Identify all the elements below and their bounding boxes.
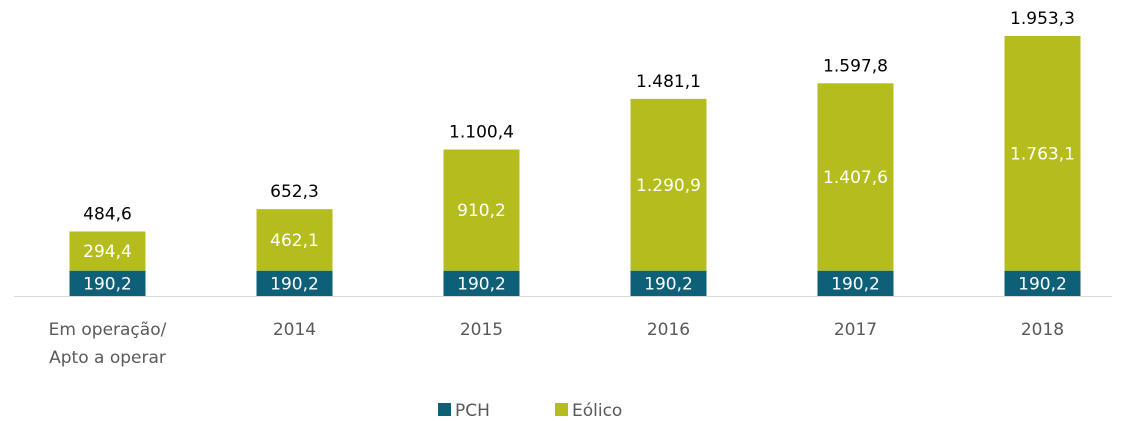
x-tick-label: Em operação/Apto a operar — [49, 320, 167, 368]
bar-segment — [256, 270, 333, 296]
segment-label: 1.407,6 — [823, 168, 888, 188]
x-tick-label: 2017 — [834, 320, 877, 340]
segment-label: 1.763,1 — [1010, 144, 1075, 164]
segment-label: 1.290,9 — [636, 176, 701, 196]
x-tick-label: 2018 — [1021, 320, 1064, 340]
bar-segment — [630, 98, 707, 271]
bar-segment — [256, 209, 333, 271]
bar-segment — [443, 270, 520, 296]
x-tick-label: 2015 — [460, 320, 503, 340]
legend-label: PCH — [455, 401, 490, 421]
legend-swatch — [555, 403, 568, 416]
segment-label: 190,2 — [457, 274, 506, 294]
segment-label: 190,2 — [270, 274, 319, 294]
total-label: 1.597,8 — [823, 56, 888, 76]
bar-segment — [69, 231, 146, 271]
segment-label: 190,2 — [644, 274, 693, 294]
segment-label: 190,2 — [831, 274, 880, 294]
legend-label: Eólico — [572, 401, 622, 421]
total-label: 1.481,1 — [636, 72, 701, 92]
legend-swatch — [438, 403, 451, 416]
bar-segment — [1004, 270, 1081, 296]
total-label: 484,6 — [83, 204, 132, 224]
segment-label: 190,2 — [1018, 274, 1067, 294]
segment-label: 294,4 — [83, 242, 132, 262]
bar-segment — [630, 270, 707, 296]
bar-segment — [1004, 36, 1081, 271]
total-label: 652,3 — [270, 182, 319, 202]
x-tick-label: 2016 — [647, 320, 690, 340]
total-label: 1.100,4 — [449, 123, 514, 143]
bar-segment — [443, 149, 520, 271]
total-label: 1.953,3 — [1010, 9, 1075, 29]
segment-label: 462,1 — [270, 231, 319, 251]
bar-segment — [817, 83, 894, 271]
bar-segment — [817, 270, 894, 296]
segment-label: 190,2 — [83, 274, 132, 294]
x-tick-label: 2014 — [273, 320, 316, 340]
bar-segment — [69, 270, 146, 296]
segment-label: 910,2 — [457, 201, 506, 221]
